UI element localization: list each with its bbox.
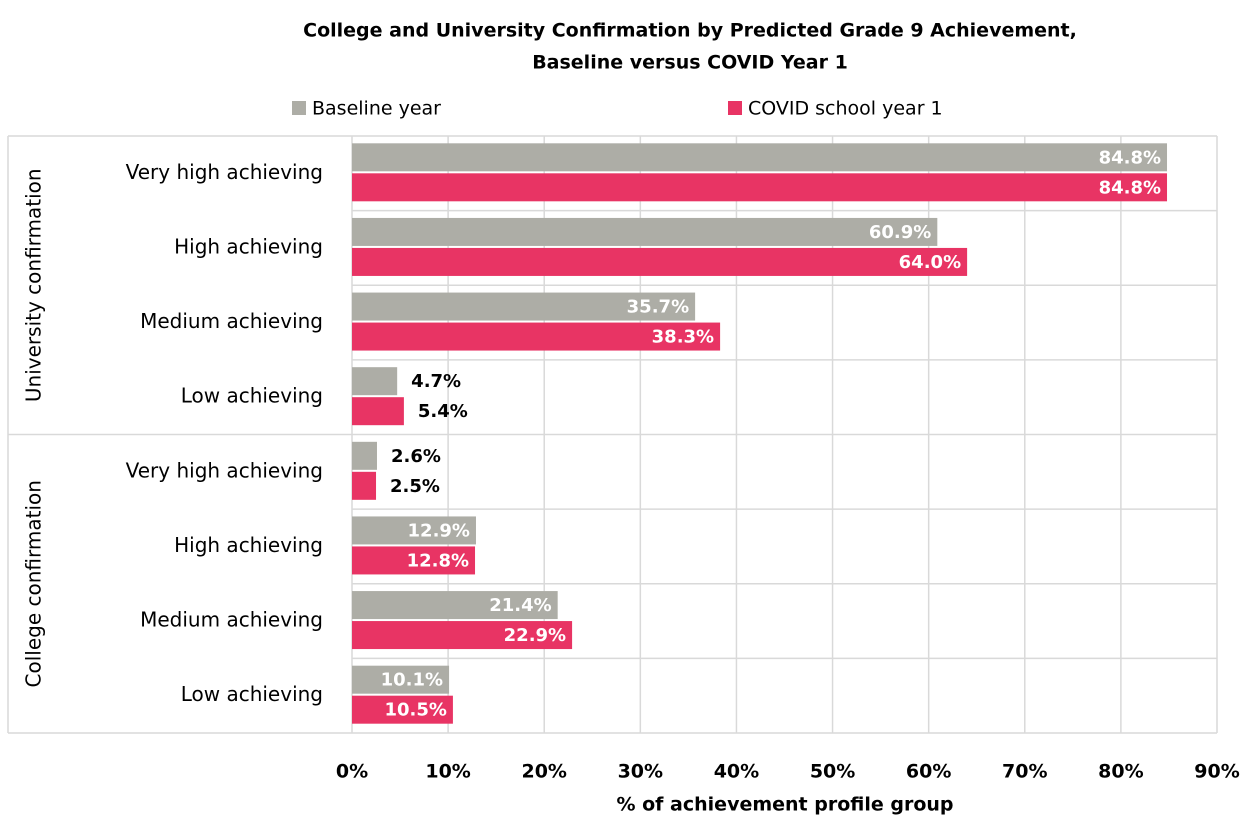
bar: [352, 695, 453, 724]
y-tick-label: Very high achieving: [126, 458, 323, 482]
y-tick-label: Low achieving: [181, 682, 323, 706]
data-label: 38.3%: [652, 327, 714, 348]
bar: [352, 546, 476, 575]
x-tick-label: 60%: [906, 761, 951, 783]
y-tick-label: High achieving: [174, 533, 323, 557]
bar: [352, 441, 377, 470]
data-label: 60.9%: [869, 222, 931, 243]
data-label: 10.1%: [381, 670, 443, 691]
y-tick-label: Low achieving: [181, 384, 323, 408]
bar: [352, 173, 1168, 202]
bar: [352, 217, 938, 246]
legend-label: COVID school year 1: [748, 98, 943, 120]
bar: [352, 665, 450, 694]
y-tick-label: Medium achieving: [140, 608, 323, 632]
data-label: 12.8%: [407, 550, 469, 571]
bar: [352, 367, 398, 396]
chart-title: College and University Confirmation by P…: [303, 20, 1077, 42]
x-tick-label: 70%: [1002, 761, 1047, 783]
data-label: 12.9%: [408, 520, 470, 541]
group-label: University confirmation: [22, 168, 46, 402]
bar: [352, 397, 404, 426]
data-label: 35.7%: [627, 297, 689, 318]
data-label: 84.8%: [1099, 147, 1161, 168]
legend-swatch: [292, 101, 306, 115]
x-tick-label: 0%: [336, 761, 368, 783]
x-tick-label: 90%: [1194, 761, 1239, 783]
bar: [352, 471, 377, 500]
data-label: 2.5%: [390, 476, 440, 497]
x-tick-label: 20%: [521, 761, 566, 783]
x-axis-label: % of achievement profile group: [616, 794, 953, 816]
x-tick-label: 30%: [618, 761, 663, 783]
data-label: 64.0%: [899, 252, 961, 273]
x-tick-label: 80%: [1098, 761, 1143, 783]
data-label: 4.7%: [411, 371, 461, 392]
data-label: 2.6%: [391, 446, 441, 467]
data-label: 21.4%: [489, 595, 551, 616]
x-tick-label: 10%: [425, 761, 470, 783]
bar: [352, 516, 476, 545]
legend-swatch: [728, 101, 742, 115]
bar: [352, 621, 573, 650]
data-label: 84.8%: [1099, 177, 1161, 198]
y-tick-label: Very high achieving: [126, 160, 323, 184]
bar: [352, 322, 721, 351]
bar: [352, 292, 696, 321]
data-label: 5.4%: [418, 401, 468, 422]
bar: [352, 247, 968, 276]
data-label: 10.5%: [384, 700, 446, 721]
bar: [352, 591, 558, 620]
chart-title: Baseline versus COVID Year 1: [532, 52, 848, 74]
x-tick-label: 40%: [714, 761, 759, 783]
y-tick-label: Medium achieving: [140, 309, 323, 333]
legend-label: Baseline year: [312, 98, 441, 120]
group-label: College confirmation: [22, 480, 46, 687]
x-tick-label: 50%: [810, 761, 855, 783]
bar: [352, 143, 1168, 172]
y-tick-label: High achieving: [174, 234, 323, 258]
data-label: 22.9%: [504, 625, 566, 646]
